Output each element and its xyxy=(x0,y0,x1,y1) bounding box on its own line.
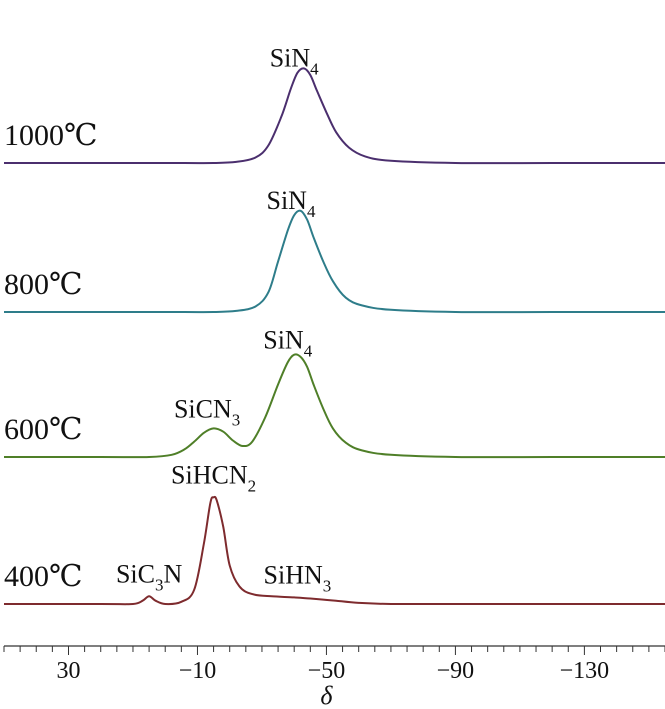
peak-label: SiN4 xyxy=(270,44,319,79)
spectrum-line-800 xyxy=(3,209,665,314)
spectrum-line-400 xyxy=(4,495,665,606)
peak-label: SiN4 xyxy=(266,186,315,221)
x-tick-label: −50 xyxy=(308,658,346,684)
series-label: 400℃ xyxy=(4,560,83,593)
series-label: 800℃ xyxy=(4,268,83,301)
peak-label: SiN4 xyxy=(263,325,312,360)
x-axis-tick-labels: 30 −10 −50 −90 −130 xyxy=(56,658,609,684)
spectrum-line-1000 xyxy=(4,67,665,165)
x-axis-ticks xyxy=(3,646,665,655)
series-label: 1000℃ xyxy=(4,119,98,152)
peak-annotations: SiN4 SiN4 SiN4 SiCN3 SiHCN2 SiC3N SiHN3 xyxy=(116,44,331,596)
x-tick-label: −90 xyxy=(437,658,475,684)
peak-label: SiHCN2 xyxy=(171,460,256,495)
x-axis-label: δ xyxy=(320,681,333,709)
x-tick-label: −130 xyxy=(560,658,610,684)
peak-label: SiC3N xyxy=(116,559,183,594)
series-label: 600℃ xyxy=(4,413,83,446)
x-axis: 30 −10 −50 −90 −130 δ xyxy=(3,645,665,709)
spectrum-line-600 xyxy=(3,353,665,459)
peak-label: SiCN3 xyxy=(174,394,240,429)
x-tick-label: 30 xyxy=(56,658,80,684)
spectra-curves xyxy=(3,67,665,606)
series-labels: 1000℃ 800℃ 600℃ 400℃ xyxy=(4,119,98,593)
x-tick-label: −10 xyxy=(179,658,217,684)
peak-label: SiHN3 xyxy=(264,561,332,596)
